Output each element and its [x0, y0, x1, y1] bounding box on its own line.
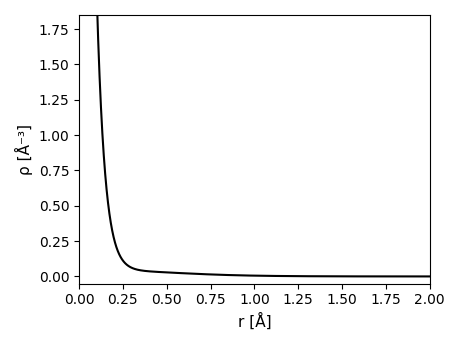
X-axis label: r [Å]: r [Å] [237, 313, 271, 330]
Y-axis label: ρ [Å⁻³]: ρ [Å⁻³] [15, 124, 33, 175]
